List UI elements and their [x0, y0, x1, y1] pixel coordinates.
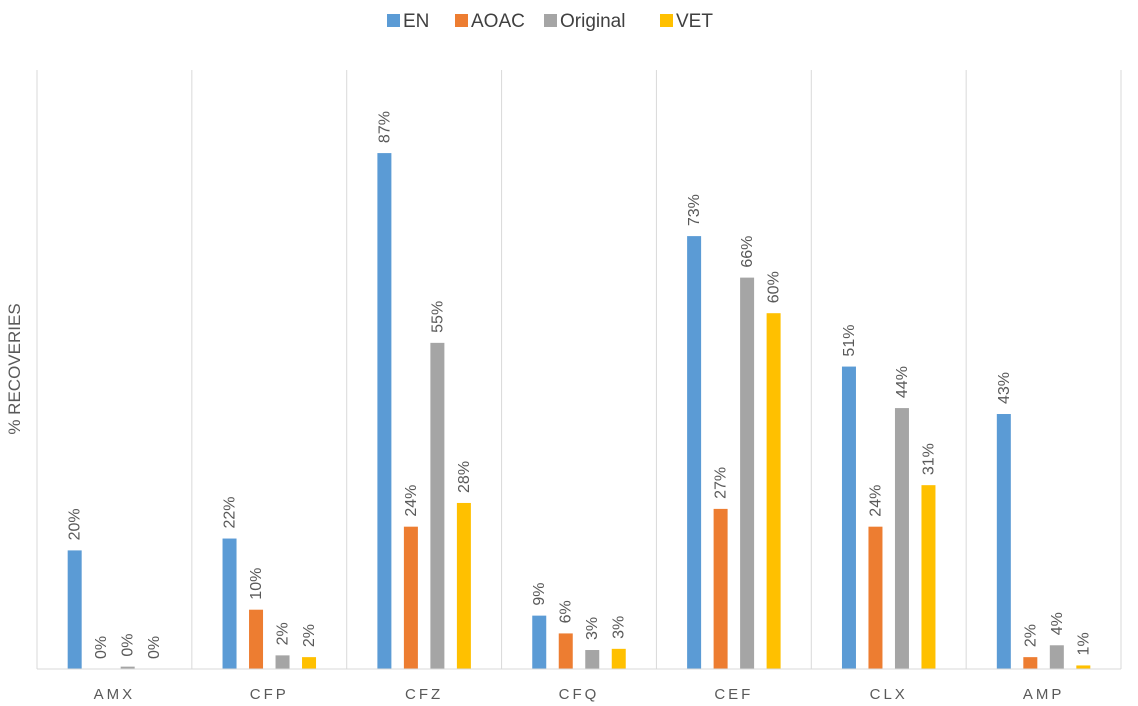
data-label: 1%	[1075, 632, 1092, 655]
legend-label-en: EN	[403, 11, 429, 32]
bar-aoac-amp	[1023, 657, 1038, 669]
data-label: 27%	[713, 467, 730, 499]
x-tick-label: CFP	[250, 686, 289, 703]
bar-en-cef	[687, 236, 702, 670]
data-label: 73%	[686, 194, 703, 226]
data-label: 28%	[456, 461, 473, 493]
legend-label-aoac: AOAC	[471, 11, 525, 32]
bar-aoac-cef	[713, 508, 728, 669]
bar-aoac-clx	[868, 526, 883, 669]
data-label: 60%	[766, 271, 783, 303]
data-labels: 20% 22% 87% 9% 73% 51% 43% 0% 10% 24% 6% 27% 24% 2% 0%…	[67, 111, 1093, 659]
data-label: 87%	[376, 111, 393, 143]
legend: EN AOAC Original VET	[387, 11, 713, 32]
data-label: 2%	[1022, 624, 1039, 647]
legend-swatch-en	[387, 14, 400, 27]
y-axis-title: % RECOVERIES	[5, 303, 24, 434]
data-label: 9%	[531, 583, 548, 606]
bar-aoac-cfq	[558, 633, 573, 669]
legend-label-original: Original	[560, 11, 625, 32]
data-label: 44%	[894, 366, 911, 398]
bar-aoac-cfz	[403, 526, 418, 669]
bar-original-clx	[894, 408, 909, 669]
data-label: 3%	[611, 616, 628, 639]
x-tick-label: CLX	[870, 686, 908, 703]
legend-swatch-aoac	[455, 14, 468, 27]
bar-original-cef	[740, 277, 755, 669]
bar-original-amx	[120, 666, 135, 669]
data-label: 10%	[248, 568, 265, 600]
data-label: 55%	[429, 301, 446, 333]
bars	[67, 153, 1091, 670]
data-label: 2%	[301, 624, 318, 647]
data-label: 22%	[222, 497, 239, 529]
bar-original-amp	[1049, 645, 1064, 669]
data-label: 6%	[558, 600, 575, 623]
data-label: 2%	[275, 622, 292, 645]
bar-en-amp	[996, 414, 1011, 669]
legend-label-vet: VET	[676, 11, 713, 32]
data-label: 0%	[93, 636, 110, 659]
x-tick-label: AMX	[94, 686, 136, 703]
data-label: 4%	[1049, 612, 1066, 635]
data-label: 0%	[120, 634, 137, 657]
data-label: 0%	[146, 636, 163, 659]
x-axis-ticks: AMX CFP CFZ CFQ CEF CLX AMP	[94, 686, 1065, 703]
bar-original-cfz	[430, 342, 445, 669]
bar-vet-amp	[1076, 665, 1091, 669]
bar-en-amx	[67, 550, 82, 669]
data-label: 20%	[67, 508, 84, 540]
data-label: 51%	[841, 325, 858, 357]
data-label: 3%	[584, 617, 601, 640]
data-label: 24%	[403, 485, 420, 517]
x-tick-label: AMP	[1023, 686, 1065, 703]
bar-original-cfq	[585, 650, 600, 669]
legend-swatch-original	[544, 14, 557, 27]
bar-en-cfz	[377, 153, 392, 670]
category-separators	[36, 70, 1122, 669]
data-label: 43%	[996, 372, 1013, 404]
bar-en-clx	[841, 366, 856, 669]
bar-original-cfp	[275, 655, 290, 669]
data-label: 31%	[920, 443, 937, 475]
bar-vet-cfq	[611, 648, 626, 669]
bar-en-cfq	[532, 615, 547, 669]
legend-swatch-vet	[660, 14, 673, 27]
bar-en-cfp	[222, 538, 237, 669]
x-tick-label: CFQ	[559, 686, 600, 703]
x-tick-label: CFZ	[405, 686, 443, 703]
bar-vet-cfz	[456, 502, 471, 669]
x-tick-label: CEF	[714, 686, 753, 703]
bar-vet-clx	[921, 485, 936, 669]
bar-aoac-cfp	[249, 609, 264, 669]
bar-vet-cfp	[302, 657, 317, 669]
bar-vet-cef	[766, 313, 781, 669]
data-label: 66%	[739, 236, 756, 268]
data-label: 24%	[867, 485, 884, 517]
